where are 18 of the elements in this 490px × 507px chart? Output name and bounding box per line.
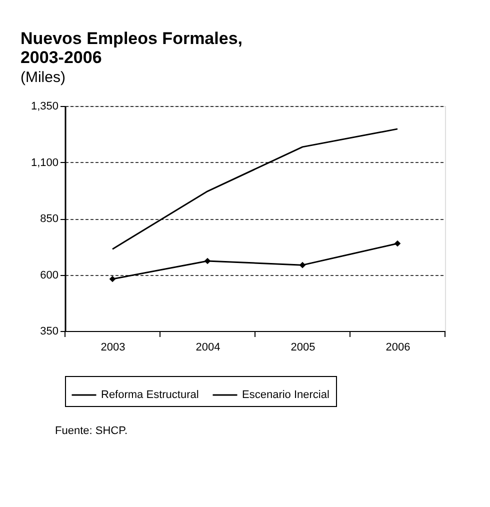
x-tick-label: 2005 <box>290 342 316 354</box>
source-note: Fuente: SHCP. <box>55 425 128 437</box>
x-tick-label: 2004 <box>196 342 220 354</box>
legend-label: Escenario Inercial <box>242 389 330 401</box>
x-tick-label: 2003 <box>100 342 126 354</box>
point <box>109 276 116 282</box>
point <box>394 240 401 247</box>
y-tick-label: 850 <box>40 213 58 225</box>
chart-title: Nuevos Empleos Formales, 2003-2006 <box>20 29 243 67</box>
point <box>299 262 306 268</box>
y-tick-label: 1,100 <box>30 156 58 169</box>
x-tick-label: 2006 <box>386 342 410 354</box>
legend-label: Reforma Estructural <box>101 389 199 401</box>
y-tick-label: 350 <box>40 326 58 338</box>
chart-subtitle: (Miles) <box>20 69 66 86</box>
y-tick-label: 600 <box>40 269 58 282</box>
point <box>204 258 211 264</box>
y-tick-label: 1,350 <box>30 100 58 112</box>
